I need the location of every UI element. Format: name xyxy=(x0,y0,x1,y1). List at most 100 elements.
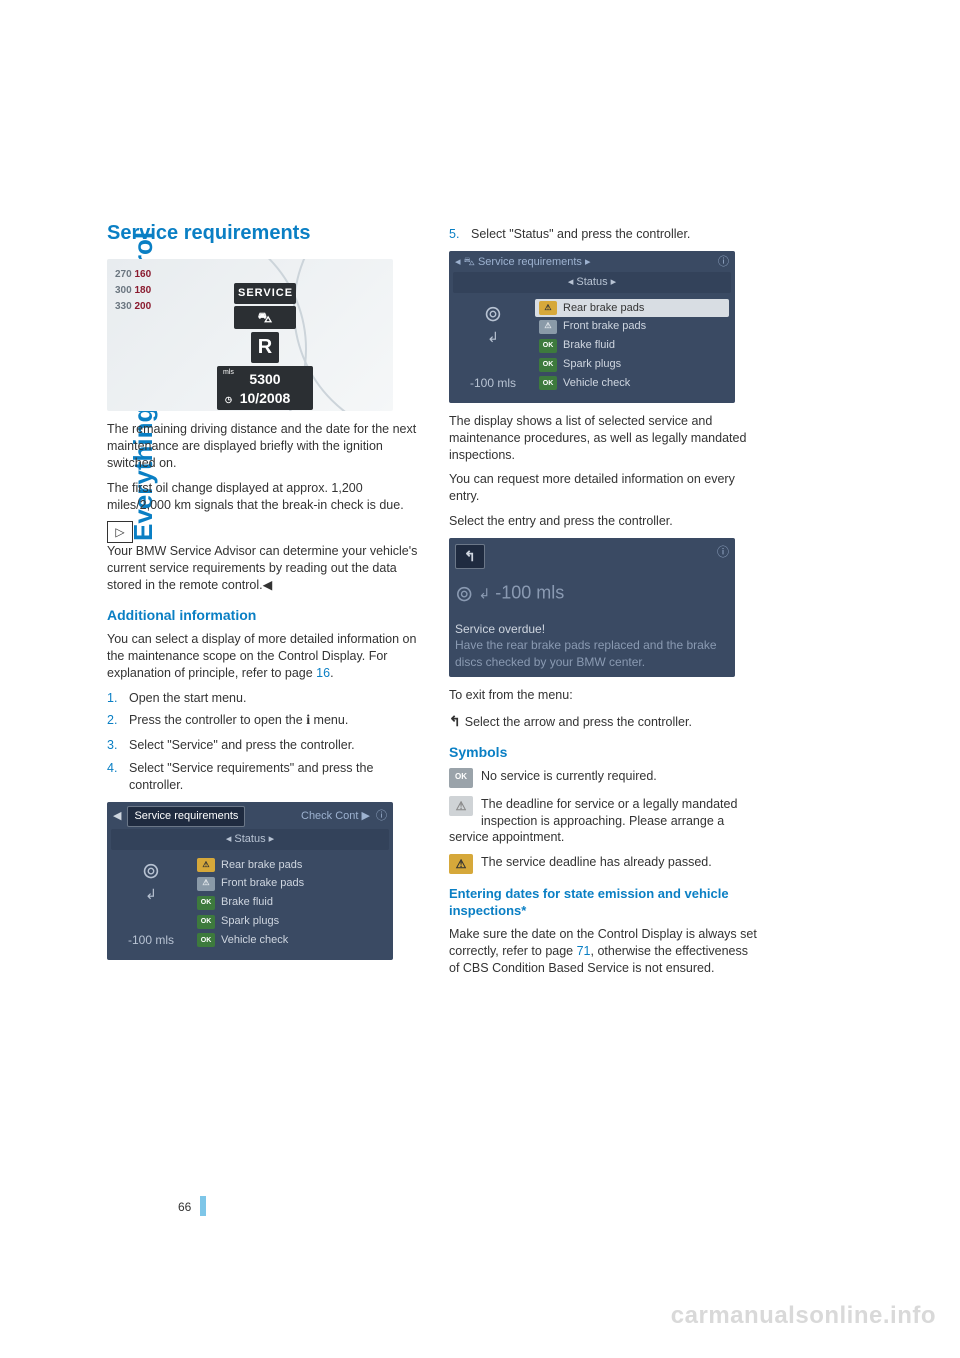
body-text: To exit from the menu: xyxy=(449,687,761,704)
right-column: 5.Select "Status" and press the controll… xyxy=(449,220,761,985)
distance-value: 5300 xyxy=(249,371,280,387)
screen-header: ◂ ⛍ Service requirements ▸ xyxy=(455,255,590,270)
distance-label: -100 mls xyxy=(455,375,531,391)
service-row-selected: ⚠Rear brake pads xyxy=(535,299,729,318)
service-chip: SERVICE xyxy=(234,283,296,304)
symbol-text: No service is currently required. xyxy=(481,768,657,785)
body-text: Make sure the date on the Control Displa… xyxy=(449,926,761,977)
gear-chip: R xyxy=(251,332,279,363)
detail-line: Service overdue! xyxy=(455,621,729,638)
page-link[interactable]: 16 xyxy=(316,666,330,680)
steps-list-continued: 5.Select "Status" and press the controll… xyxy=(449,226,761,243)
service-row: OKVehicle check xyxy=(535,374,729,393)
note-icon: ▷ xyxy=(107,521,133,543)
detail-header: ⊚ ↲ -100 mls xyxy=(455,579,729,609)
service-icon: ⊚ xyxy=(113,856,189,886)
ok-symbol-icon: OK xyxy=(449,768,473,788)
symbol-row: ⚠ The deadline for service or a legally … xyxy=(449,796,761,847)
steps-list: 1.Open the start menu. 2.Press the contr… xyxy=(107,690,419,794)
status-bar: ◂ Status ▸ xyxy=(453,272,731,293)
body-text: You can select a display of more detaile… xyxy=(107,631,419,682)
ok-badge-icon: OK xyxy=(197,915,215,929)
ok-badge-icon: OK xyxy=(539,358,557,372)
page-number: 66 xyxy=(178,1200,191,1214)
service-row: ⚠Rear brake pads xyxy=(193,856,387,875)
status-bar: ◂ Status ▸ xyxy=(111,829,389,850)
triangle-grey-icon: ⚠ xyxy=(449,796,473,816)
note-end-marker: ◀ xyxy=(263,578,273,592)
ok-badge-icon: OK xyxy=(539,376,557,390)
distance-chip: mls ◷ 5300 10/2008 xyxy=(217,366,313,410)
warning-badge-icon: ⚠ xyxy=(197,858,215,872)
symbol-text: The service deadline has already passed. xyxy=(481,854,712,871)
info-icon: ⓘ xyxy=(717,544,729,560)
warning-badge-icon: ⚠ xyxy=(539,301,557,315)
section-title: Service requirements xyxy=(107,220,419,247)
list-item: 3.Select "Service" and press the control… xyxy=(107,737,419,754)
page-number-bar xyxy=(200,1196,206,1216)
body-text: Select the entry and press the controlle… xyxy=(449,513,761,530)
info-icon: ⓘ xyxy=(376,809,387,824)
page-link[interactable]: 71 xyxy=(577,944,591,958)
idrive-screenshot-2: ◂ ⛍ Service requirements ▸ ⓘ ◂ Status ▸ … xyxy=(449,251,735,403)
watermark: carmanualsonline.info xyxy=(671,1302,936,1330)
body-text: The first oil change displayed at approx… xyxy=(107,480,419,514)
list-item: 5.Select "Status" and press the controll… xyxy=(449,226,761,243)
note-paragraph: ▷ Your BMW Service Advisor can determine… xyxy=(107,521,419,594)
arrow-icon: ↲ xyxy=(455,328,531,347)
tab-check-control: Check Cont ▶ xyxy=(301,809,370,824)
body-text: You can request more detailed informatio… xyxy=(449,471,761,505)
list-item: 1.Open the start menu. xyxy=(107,690,419,707)
arrow-icon: ↲ xyxy=(478,585,490,601)
gauge-km: 300 xyxy=(115,285,132,296)
symbol-row: ⚠ The service deadline has already passe… xyxy=(449,854,761,874)
service-icon: ⊚ xyxy=(455,299,531,329)
body-text: The display shows a list of selected ser… xyxy=(449,413,761,464)
body-text: The remaining driving distance and the d… xyxy=(107,421,419,472)
left-column: Service requirements 270 160 300 180 330… xyxy=(107,220,419,985)
service-icon: ⊚ xyxy=(455,581,473,606)
ok-badge-icon: OK xyxy=(539,339,557,353)
gauge-km: 270 xyxy=(115,269,132,280)
service-row: OKVehicle check xyxy=(193,931,387,950)
back-button: ↰ xyxy=(455,544,485,569)
body-text: ↰Select the arrow and press the controll… xyxy=(449,712,761,731)
info-icon: ⓘ xyxy=(718,255,729,270)
tab-service-requirements: Service requirements xyxy=(127,806,245,827)
triangle-yellow-icon: ⚠ xyxy=(449,854,473,874)
page-content: Service requirements 270 160 300 180 330… xyxy=(107,220,792,985)
service-row: ⚠Front brake pads xyxy=(535,317,729,336)
mls-label: mls xyxy=(223,368,234,377)
gauge-mph: 200 xyxy=(134,301,151,312)
arrow-icon: ↲ xyxy=(113,885,189,904)
service-row: OKSpark plugs xyxy=(535,355,729,374)
service-list: ⚠Rear brake pads ⚠Front brake pads OKBra… xyxy=(193,856,387,950)
list-item: 4.Select "Service requirements" and pres… xyxy=(107,760,419,794)
car-icon-chip: ⛍ xyxy=(234,306,296,329)
distance-label: -100 mls xyxy=(113,932,189,948)
subsection-title: Entering dates for state emission and ve… xyxy=(449,886,761,920)
info-icon: i xyxy=(306,712,310,731)
idrive-detail-screenshot: ↰ ⓘ ⊚ ↲ -100 mls Service overdue! Have t… xyxy=(449,538,735,677)
service-row: OKBrake fluid xyxy=(193,893,387,912)
ok-badge-icon: OK xyxy=(197,933,215,947)
gauge-mph: 180 xyxy=(134,285,151,296)
subsection-title: Symbols xyxy=(449,743,761,762)
service-row: OKSpark plugs xyxy=(193,912,387,931)
idrive-screenshot-1: ◀ Service requirements Check Cont ▶ ⓘ ◂ … xyxy=(107,802,393,960)
nav-arrow-left: ◀ xyxy=(113,809,121,824)
detail-line: Have the rear brake pads replaced and th… xyxy=(455,637,729,671)
service-row: OKBrake fluid xyxy=(535,336,729,355)
symbol-row: OK No service is currently required. xyxy=(449,768,761,788)
service-list: ⚠Rear brake pads ⚠Front brake pads OKBra… xyxy=(535,299,729,393)
clock-icon: ◷ xyxy=(225,395,232,406)
back-arrow-icon: ↰ xyxy=(449,712,461,731)
list-item: 2.Press the controller to open the i men… xyxy=(107,712,419,731)
warning-badge-icon: ⚠ xyxy=(539,320,557,334)
date-value: 10/2008 xyxy=(240,390,291,406)
ok-badge-icon: OK xyxy=(197,896,215,910)
warning-badge-icon: ⚠ xyxy=(197,877,215,891)
gauge-km: 330 xyxy=(115,301,132,312)
symbol-text: The deadline for service or a legally ma… xyxy=(449,797,737,845)
service-row: ⚠Front brake pads xyxy=(193,874,387,893)
